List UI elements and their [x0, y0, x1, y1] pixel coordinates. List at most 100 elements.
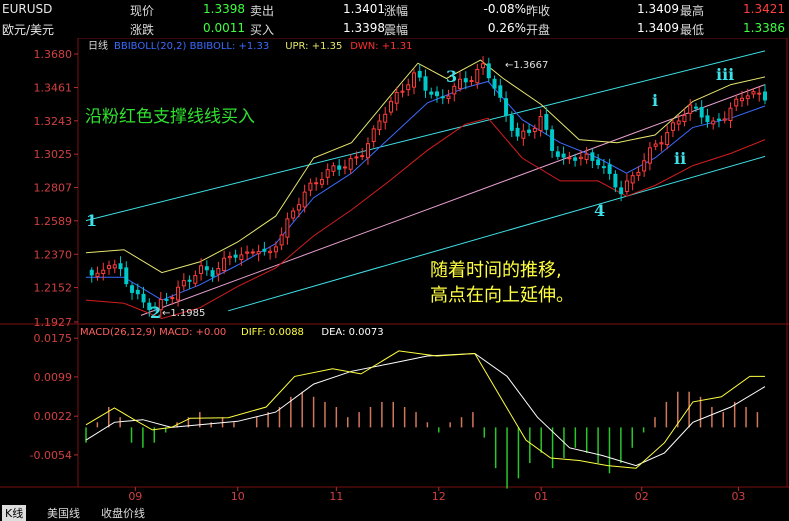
candle-body: [590, 152, 595, 161]
candle-body: [187, 279, 192, 282]
candle-body: [446, 95, 451, 100]
candle-body: [388, 100, 393, 113]
low-price-mark: ←1.1985: [162, 308, 205, 319]
note-yellow-line2: 高点在向上延伸。: [430, 285, 574, 306]
candlestick: [233, 249, 238, 263]
tab-ohlc-line[interactable]: 美国线: [47, 507, 80, 520]
candle-body: [130, 285, 135, 293]
candlestick: [147, 298, 152, 317]
x-tick-label: 09: [128, 490, 142, 503]
candle-body: [521, 130, 526, 139]
candlestick: [561, 146, 566, 165]
macd-y-tick-label: 0.0022: [34, 410, 73, 423]
channel-lower-line: [228, 155, 766, 312]
candlestick: [181, 273, 186, 291]
candle-body: [164, 298, 169, 301]
candle-body: [199, 265, 204, 274]
candle-body: [538, 116, 543, 132]
candle-body: [95, 272, 100, 277]
candle-body: [118, 263, 123, 270]
label-ask: 卖出: [250, 4, 275, 18]
candlestick: [308, 178, 313, 197]
candlestick: [757, 87, 762, 102]
candlestick: [158, 292, 163, 318]
channel-upper-line: [85, 50, 766, 222]
diff-line: [85, 350, 765, 469]
value-change: 0.0011: [203, 21, 245, 35]
chart-area[interactable]: 1.3680 1.3461 1.3243 1.3025 1.2807 1.2589 1.23…: [0, 38, 789, 503]
candle-body: [227, 255, 232, 259]
candlestick: [527, 124, 532, 137]
candle-body: [596, 159, 601, 166]
tab-close-line[interactable]: 收盘价线: [101, 507, 145, 520]
candle-body: [509, 115, 514, 131]
macd-panel[interactable]: [85, 350, 766, 489]
candlestick: [107, 260, 112, 275]
candle-body: [239, 254, 244, 261]
candlestick: [596, 154, 601, 169]
candle-body: [147, 302, 152, 310]
candle-body: [619, 187, 624, 195]
candlestick: [716, 113, 721, 128]
candlestick: [250, 248, 255, 257]
candlestick: [440, 89, 445, 105]
candle-body: [728, 107, 733, 121]
candlestick: [199, 258, 204, 281]
candle-body: [411, 72, 416, 88]
candlestick: [711, 117, 716, 130]
candlestick: [659, 135, 664, 152]
candlestick: [227, 251, 232, 266]
candlestick: [446, 89, 451, 104]
candlestick: [458, 72, 463, 92]
candlestick: [141, 286, 146, 308]
macd-y-tick-label: 0.0099: [34, 371, 73, 384]
candle-body: [527, 129, 532, 133]
value-high: 1.3421: [743, 2, 785, 16]
candlestick: [682, 107, 687, 127]
candle-body: [647, 147, 652, 164]
candlestick: [607, 158, 612, 180]
candlestick: [101, 262, 106, 281]
main-price-panel[interactable]: [85, 50, 767, 320]
label-change: 涨跌: [130, 23, 155, 37]
candlestick: [601, 158, 606, 174]
candlestick: [590, 148, 595, 169]
value-amplitude: 0.26%: [487, 21, 526, 35]
candlestick: [423, 69, 428, 98]
candle-body: [555, 151, 560, 157]
note-green: 沿粉红色支撑线线买入: [85, 107, 255, 127]
tab-kline[interactable]: K线: [2, 505, 27, 521]
value-prev-close: 1.3409: [637, 2, 679, 16]
candlestick: [509, 111, 514, 138]
candle-body: [688, 104, 693, 114]
candlestick: [279, 227, 284, 251]
candle-body: [682, 114, 687, 123]
candlestick: [273, 241, 278, 259]
candle-body: [504, 98, 509, 116]
candle-body: [469, 79, 474, 82]
candle-body: [734, 98, 739, 107]
quote-row-2: 欧元/美元 涨跌 0.0011 买入 1.3398 震幅 0.26% 开盘 1.…: [0, 19, 789, 38]
candle-body: [584, 153, 589, 161]
candle-body: [561, 153, 566, 158]
candle-body: [319, 179, 324, 185]
candle-body: [429, 91, 434, 95]
candlestick: [388, 96, 393, 116]
candlestick: [619, 180, 624, 202]
candlestick: [354, 151, 359, 166]
candle-body: [406, 84, 411, 91]
candle-body: [705, 115, 710, 123]
candle-body: [210, 270, 215, 277]
candlestick: [763, 84, 767, 105]
candle-body: [273, 246, 278, 253]
candle-body: [285, 218, 290, 238]
label-bid: 买入: [250, 23, 275, 37]
candle-body: [665, 132, 670, 146]
main-indicator-label: 日线: [88, 39, 108, 52]
value-bid: 1.3398: [343, 21, 385, 35]
candlestick: [400, 83, 405, 98]
candlestick: [245, 245, 250, 261]
candle-body: [308, 182, 313, 191]
candle-body: [377, 120, 382, 131]
candle-body: [204, 266, 209, 271]
